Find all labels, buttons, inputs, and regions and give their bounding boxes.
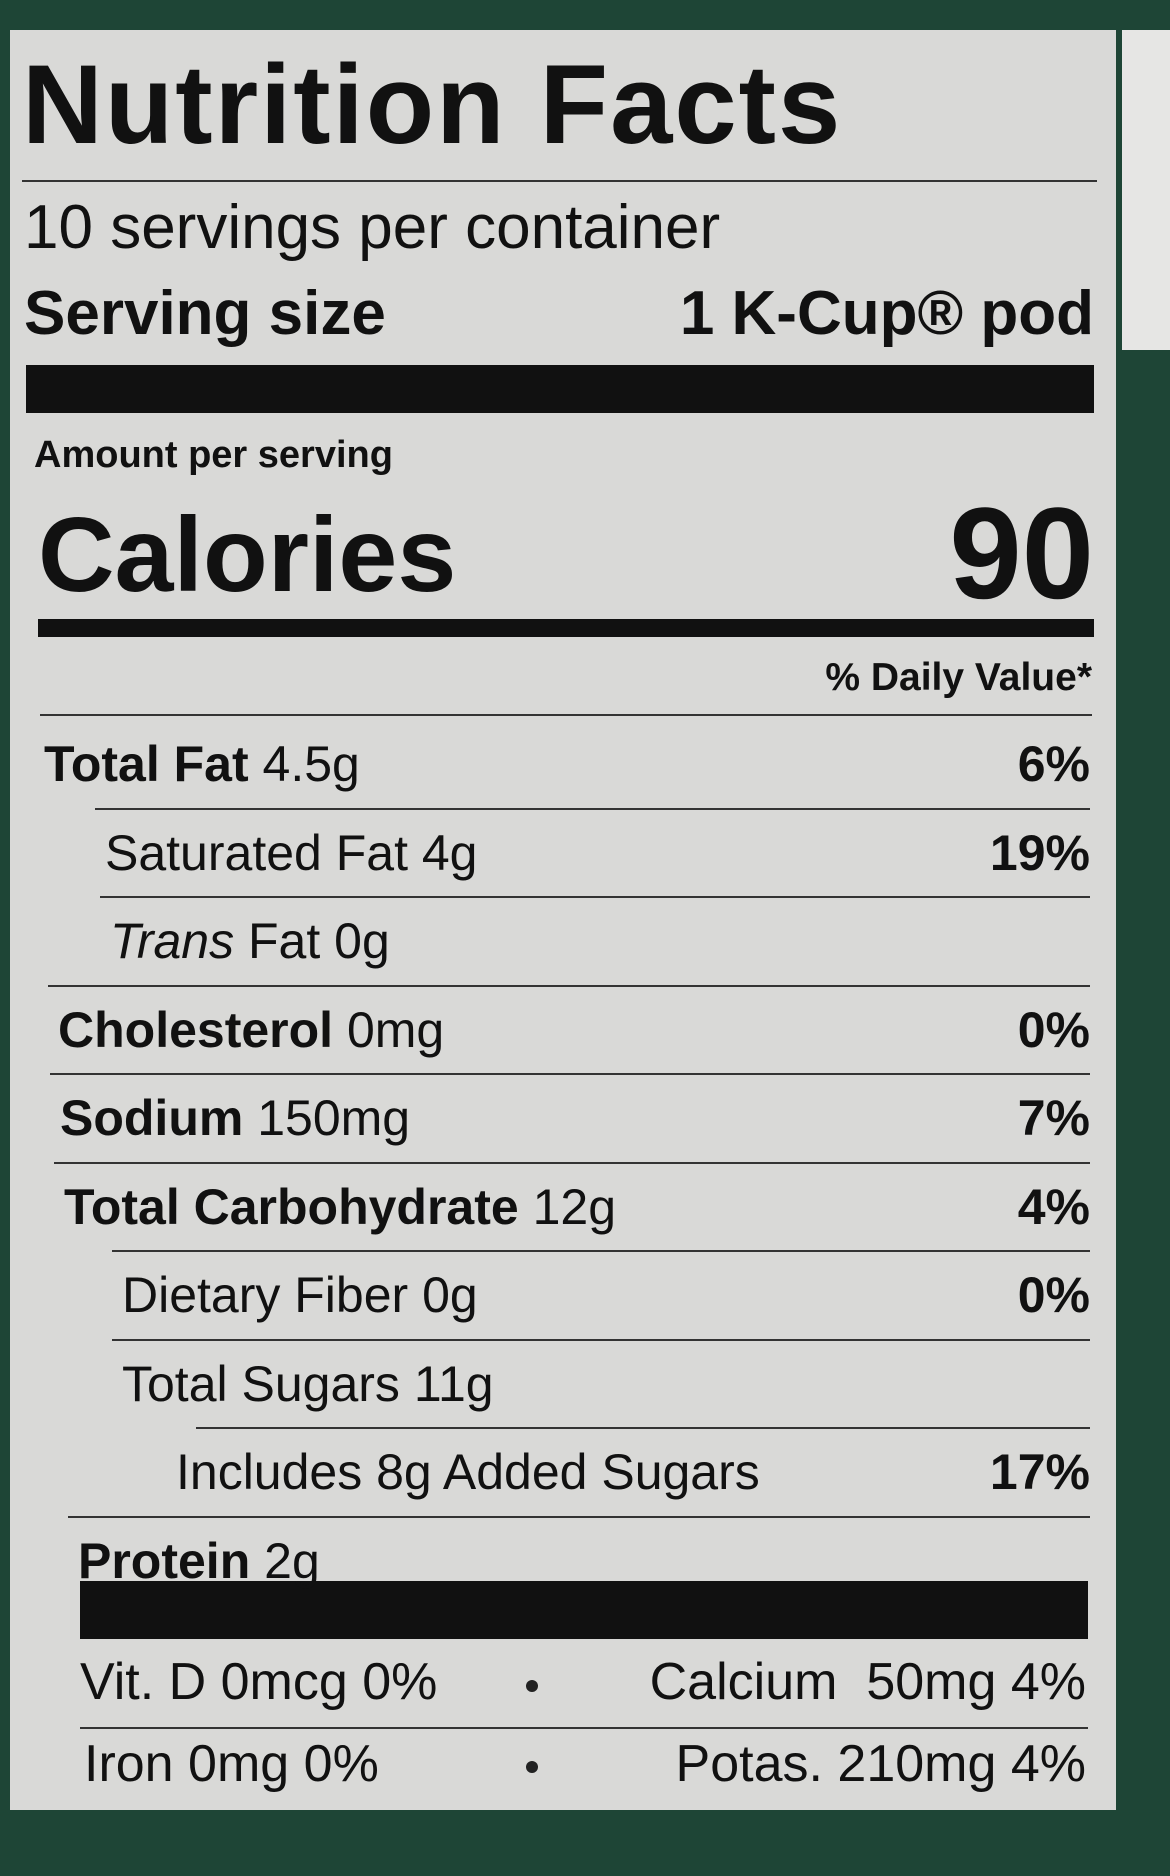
amount: 4.5g <box>262 736 360 792</box>
name: Includes 8g Added Sugars <box>176 1444 760 1500</box>
rule <box>54 1161 1090 1164</box>
amount: 4g <box>421 824 478 881</box>
box-edge <box>1122 30 1170 350</box>
name: Total Fat <box>44 736 249 792</box>
nutrient-row: Trans Fat 0g <box>110 912 404 970</box>
thick-bar <box>26 365 1094 413</box>
nutrient-row: Saturated Fat 4g <box>105 824 491 882</box>
calories-label: Calories <box>38 496 457 614</box>
amount: 0g <box>334 913 390 969</box>
rule <box>48 984 1090 987</box>
nutrient-row: Protein 2g <box>78 1532 334 1590</box>
vitamin: Calcium 50mg 4% <box>649 1653 1086 1711</box>
name: Fat <box>248 913 321 969</box>
bullet <box>526 1761 538 1773</box>
bullet <box>526 1680 538 1692</box>
name: Cholesterol <box>58 1001 334 1058</box>
nutrient-row: Total Fat 4.5g <box>44 735 374 793</box>
serving-size-label: Serving size <box>24 279 386 348</box>
rule <box>22 180 1097 182</box>
name: Dietary Fiber <box>122 1267 409 1323</box>
name: Protein <box>78 1532 251 1589</box>
rule <box>95 807 1090 810</box>
nutrient-row: Includes 8g Added Sugars <box>176 1443 774 1501</box>
daily-value: 7% <box>1017 1090 1090 1146</box>
amount: 2g <box>264 1532 320 1589</box>
name-italic: Trans <box>110 913 235 969</box>
rule <box>100 896 1090 898</box>
name: Saturated Fat <box>105 824 408 881</box>
title: Nutrition Facts <box>22 42 843 167</box>
daily-value: 4% <box>1017 1178 1090 1235</box>
daily-value: 17% <box>989 1444 1090 1500</box>
daily-value: 19% <box>989 824 1090 881</box>
daily-value-header: % Daily Value* <box>825 656 1092 699</box>
thick-bar <box>80 1581 1088 1639</box>
daily-value: 0% <box>1017 1267 1090 1323</box>
rule <box>112 1250 1090 1252</box>
nutrient-row: Total Carbohydrate 12g <box>64 1178 630 1236</box>
rule <box>196 1427 1090 1429</box>
amount: 0g <box>422 1267 478 1323</box>
daily-value: 6% <box>1017 736 1090 792</box>
rule <box>80 1727 1088 1729</box>
serving-size-value: 1 K-Cup® pod <box>679 279 1094 348</box>
nutrient-row: Dietary Fiber 0g <box>122 1266 492 1324</box>
daily-value: 0% <box>1017 1001 1090 1058</box>
nutrient-row: Cholesterol 0mg <box>58 1001 458 1059</box>
medium-bar <box>38 619 1094 637</box>
amount: 11g <box>413 1355 494 1412</box>
rule <box>40 714 1092 716</box>
nutrient-row: Sodium 150mg <box>60 1089 424 1147</box>
vitamin: Vit. D 0mcg 0% <box>80 1653 438 1711</box>
label-panel <box>10 30 1116 1810</box>
name: Sodium <box>60 1090 244 1146</box>
amount-per-serving: Amount per serving <box>34 434 393 476</box>
name: Total Carbohydrate <box>64 1178 519 1235</box>
vitamin: Potas. 210mg 4% <box>675 1735 1086 1793</box>
amount: 150mg <box>257 1090 411 1146</box>
calories-value: 90 <box>949 480 1094 626</box>
vitamin: Iron 0mg 0% <box>84 1735 379 1793</box>
rule <box>112 1338 1090 1341</box>
servings: 10 servings per container <box>24 193 721 262</box>
name: Total Sugars <box>122 1355 400 1412</box>
rule <box>68 1515 1090 1518</box>
amount: 12g <box>532 1178 617 1235</box>
amount: 0mg <box>346 1001 445 1058</box>
nutrient-row: Total Sugars 11g <box>122 1355 507 1413</box>
rule <box>50 1073 1090 1075</box>
